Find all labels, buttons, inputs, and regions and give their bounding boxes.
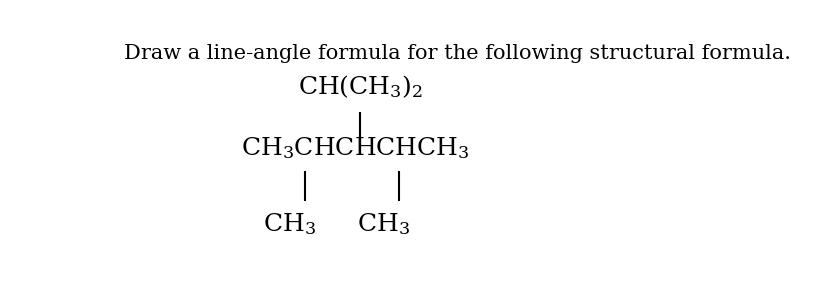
Text: $\mathregular{CH_3CHCHCHCH_3}$: $\mathregular{CH_3CHCHCHCH_3}$ [241,136,469,161]
Text: $\mathregular{CH_3}$: $\mathregular{CH_3}$ [357,211,410,237]
Text: $\mathregular{CH(CH_3)_2}$: $\mathregular{CH(CH_3)_2}$ [298,73,423,100]
Text: $\mathregular{CH_3}$: $\mathregular{CH_3}$ [263,211,316,237]
Text: Draw a line-angle formula for the following structural formula.: Draw a line-angle formula for the follow… [124,44,791,63]
